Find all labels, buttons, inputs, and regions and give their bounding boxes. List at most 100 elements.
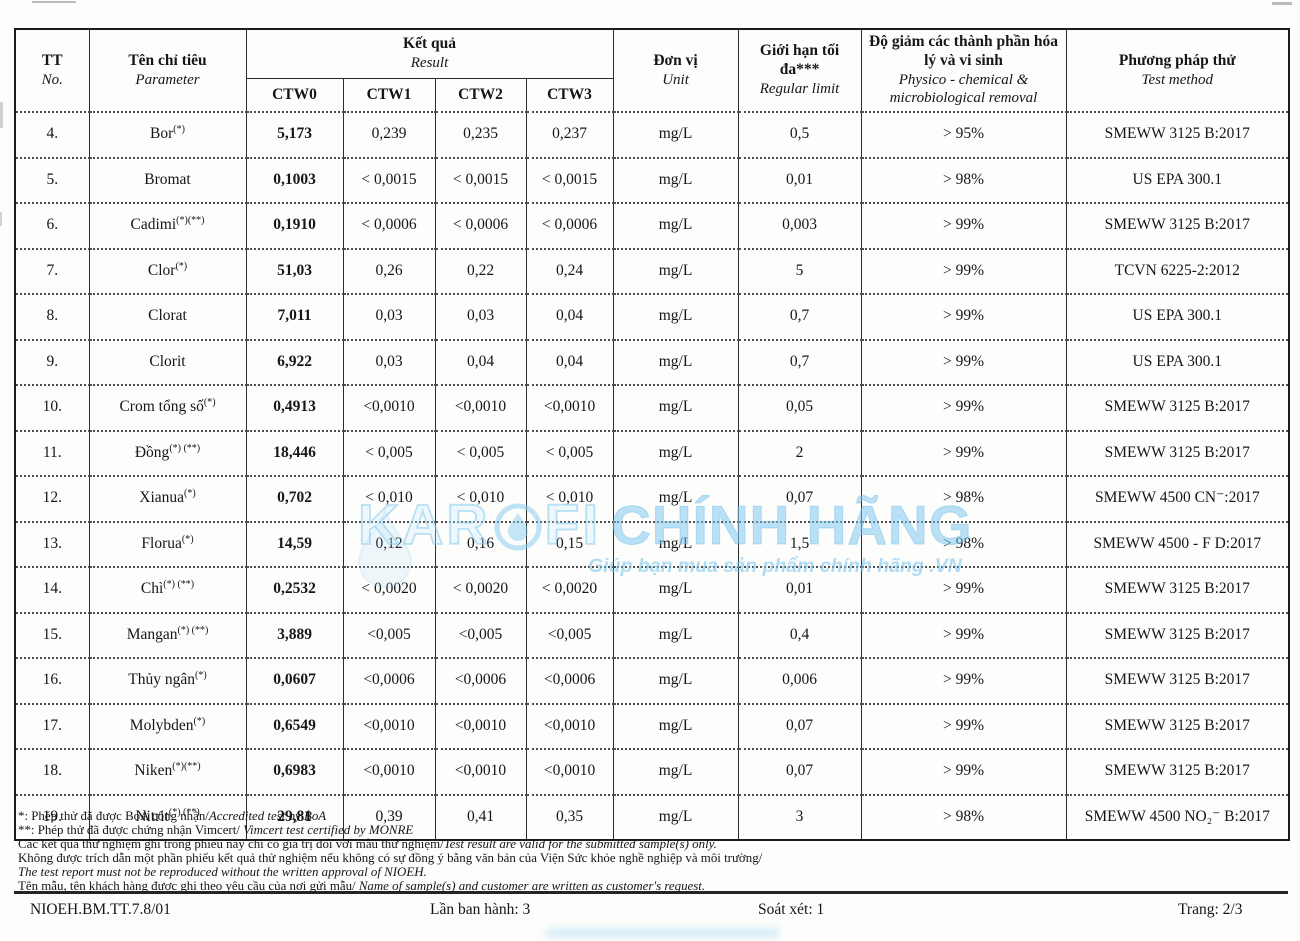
parameter-footnote-marker: (*) (173, 124, 185, 136)
parameter-footnote-marker: (*) (203, 397, 216, 409)
cell-parameter: Clorit (88, 338, 247, 385)
table-row: 12. Xianua(*) 0,702 < 0,010 < 0,010 < 0,010 mg… (14, 475, 1290, 522)
cell-ctw1: 0,39 (342, 793, 436, 840)
cell-ctw2: 0,04 (434, 338, 527, 385)
cell-ctw0: 0,1003 (245, 156, 344, 203)
cell-unit: mg/L (612, 384, 739, 431)
cell-removal: > 99% (860, 748, 1067, 795)
table-row: 7. Clor(*) 51,03 0,26 0,22 0,24 mg/L 5 > 99% TCVN… (14, 247, 1290, 294)
scan-artifact (1272, 2, 1292, 5)
cell-ctw2: <0,0010 (434, 748, 527, 795)
footnote-text: Test result are valid for the submitted … (443, 836, 717, 851)
cell-parameter: Molybden(*) (88, 702, 247, 749)
cell-limit: 0,4 (737, 611, 862, 658)
cell-parameter: Niken(*)(**) (88, 748, 247, 795)
cell-no: 5. (14, 156, 90, 203)
cell-limit: 0,07 (737, 702, 862, 749)
cell-parameter: Bor(*) (88, 111, 247, 158)
cell-limit: 0,003 (737, 202, 862, 249)
col-header-unit-vi: Đơn vị (653, 51, 698, 69)
cell-unit: mg/L (612, 156, 739, 203)
cell-no: 11. (14, 429, 90, 476)
cell-removal: > 98% (860, 156, 1067, 203)
cell-no: 13. (14, 520, 90, 567)
table-row: 9. Clorit 6,922 0,03 0,04 0,04 mg/L 0,7 > 99% US … (14, 338, 1290, 385)
cell-method: US EPA 300.1 (1065, 156, 1290, 203)
cell-no: 19. (14, 793, 90, 840)
cell-parameter: Cadimi(*)(**) (88, 202, 247, 249)
table-row: 13. Florua(*) 14,59 0,12 0,16 0,15 mg/L 1,5 > 98… (14, 520, 1290, 567)
cell-ctw0: 0,4913 (245, 384, 344, 431)
col-header-result-vi: Kết quả (403, 35, 456, 53)
table-row: 16. Thủy ngân(*) 0,0607 <0,0006 <0,0006 <0,00… (14, 657, 1290, 704)
cell-method: SMEWW 3125 B:2017 (1065, 611, 1290, 658)
cell-removal: > 99% (860, 702, 1067, 749)
cell-limit: 0,05 (737, 384, 862, 431)
cell-ctw2: <0,0010 (434, 384, 527, 431)
cell-ctw2: 0,16 (434, 520, 527, 567)
cell-ctw0: 3,889 (245, 611, 344, 658)
cell-ctw3: <0,0010 (525, 384, 614, 431)
cell-ctw2: <0,0006 (434, 657, 527, 704)
col-header-removal-en: Physico - chemical & microbiological rem… (889, 72, 1038, 107)
cell-unit: mg/L (612, 111, 739, 158)
cell-limit: 0,07 (737, 748, 862, 795)
results-table: TT No. Tên chỉ tiêu Parameter Kết quả Re… (14, 28, 1291, 841)
cell-method: SMEWW 3125 B:2017 (1065, 702, 1290, 749)
cell-removal: > 95% (860, 111, 1067, 158)
cell-ctw0: 0,0607 (245, 657, 344, 704)
col-header-parameter-vi: Tên chỉ tiêu (128, 51, 207, 69)
cell-ctw1: 0,03 (342, 338, 436, 385)
col-header-limit: Giới hạn tối đa*** Regular limit (737, 29, 862, 112)
cell-removal: > 99% (860, 384, 1067, 431)
cell-removal: > 99% (860, 338, 1067, 385)
parameter-footnote-marker: (*) (**) (169, 442, 201, 454)
col-header-ctw3: CTW3 (525, 78, 614, 112)
cell-no: 7. (14, 247, 90, 294)
cell-ctw1: <0,0010 (342, 748, 436, 795)
cell-ctw2: 0,22 (434, 247, 527, 294)
cell-removal: > 98% (860, 520, 1067, 567)
cell-ctw0: 5,173 (245, 111, 344, 158)
cell-removal: > 99% (860, 566, 1067, 613)
cell-ctw1: 0,26 (342, 247, 436, 294)
table-row: 18. Niken(*)(**) 0,6983 <0,0010 <0,0010 <0,00… (14, 748, 1290, 795)
cell-ctw0: 29,81 (245, 793, 344, 840)
cell-ctw3: < 0,0006 (525, 202, 614, 249)
footnote-text: Các kết quả thử nghiệm ghi trong phiếu n… (18, 836, 444, 851)
cell-no: 9. (14, 338, 90, 385)
footnote-text: *: Phép thử đã được BoA công nhận/ (18, 809, 209, 823)
cell-unit: mg/L (612, 247, 739, 294)
cell-ctw3: < 0,0015 (525, 156, 614, 203)
cell-parameter: Xianua(*) (88, 475, 247, 522)
cell-method: SMEWW 3125 B:2017 (1065, 429, 1290, 476)
cell-no: 16. (14, 657, 90, 704)
cell-removal: > 98% (860, 793, 1067, 840)
table-row: 17. Molybden(*) 0,6549 <0,0010 <0,0010 <0,001… (14, 702, 1290, 749)
parameter-footnote-marker: (*) (175, 260, 188, 272)
cell-ctw2: 0,235 (434, 111, 527, 158)
table-row: 11. Đồng(*) (**) 18,446 < 0,005 < 0,005 < 0,0… (14, 429, 1290, 476)
parameter-footnote-marker: (*) (184, 488, 196, 500)
table-row: 5. Bromat 0,1003 < 0,0015 < 0,0015 < 0,0015 mg… (14, 156, 1290, 203)
cell-ctw0: 14,59 (245, 520, 344, 567)
col-header-ctw1: CTW1 (342, 78, 436, 112)
cell-ctw0: 0,2532 (245, 566, 344, 613)
cell-ctw2: 0,41 (434, 793, 527, 840)
cell-ctw1: 0,03 (342, 293, 436, 340)
cell-limit: 0,07 (737, 475, 862, 522)
table-row: 15. Mangan(*) (**) 3,889 <0,005 <0,005 <0,005… (14, 611, 1290, 658)
footer-issue-number: Lần ban hành: 3 (430, 901, 531, 918)
scan-artifact (0, 102, 3, 128)
cell-method: SMEWW 3125 B:2017 (1065, 566, 1290, 613)
col-header-method: Phương pháp thử Test method (1065, 29, 1290, 112)
cell-unit: mg/L (612, 429, 739, 476)
cell-no: 15. (14, 611, 90, 658)
cell-ctw3: <0,005 (525, 611, 614, 658)
footer-divider (14, 891, 1288, 894)
cell-ctw0: 0,6549 (245, 702, 344, 749)
col-header-removal-vi: Độ giảm các thành phần hóa lý và vi sinh (869, 33, 1059, 70)
cell-ctw0: 0,702 (245, 475, 344, 522)
cell-ctw1: < 0,0020 (342, 566, 436, 613)
scan-artifact (32, 1, 76, 3)
